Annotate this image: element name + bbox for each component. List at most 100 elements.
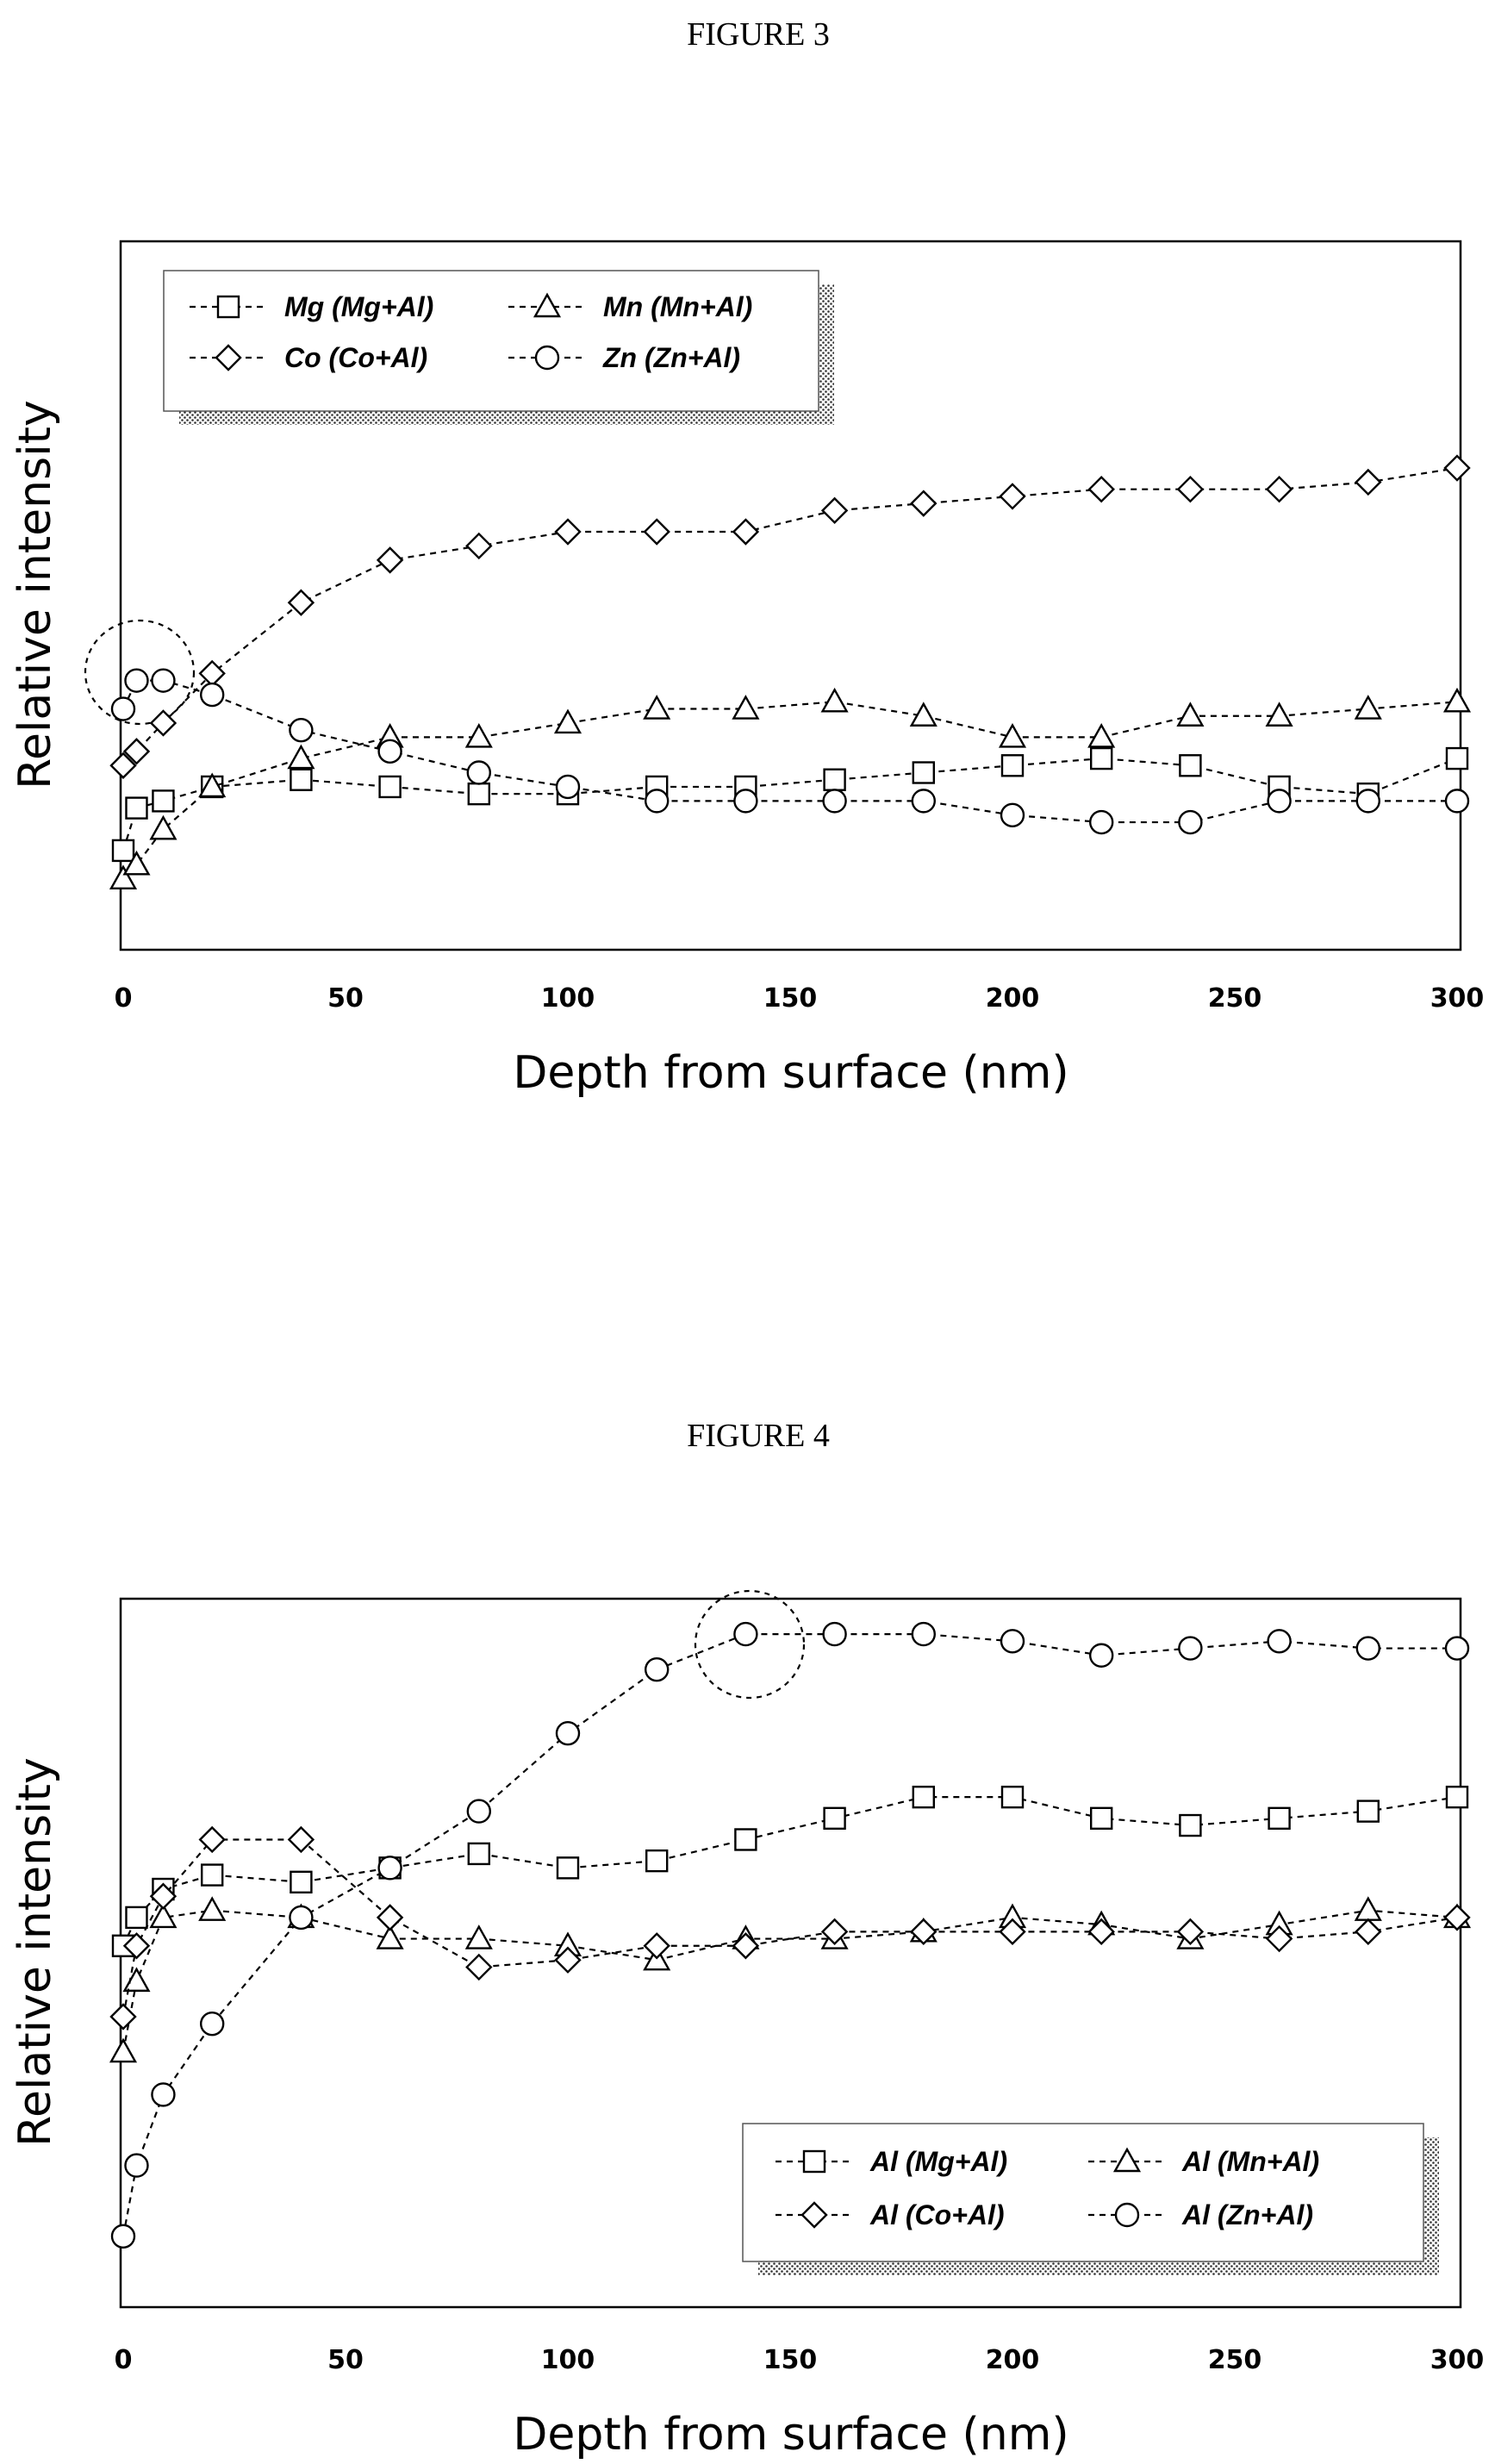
x-tick-label: 250 bbox=[1208, 983, 1262, 1014]
data-point bbox=[466, 1799, 491, 1824]
data-point bbox=[1444, 789, 1470, 814]
legend-label: Zn (Zn+Al) bbox=[602, 342, 740, 373]
x-tick-label: 150 bbox=[763, 983, 818, 1014]
legend-marker bbox=[533, 292, 562, 318]
data-point bbox=[287, 744, 315, 770]
data-point bbox=[377, 739, 402, 764]
data-point bbox=[1268, 1806, 1291, 1831]
legend-label: Co (Co+Al) bbox=[284, 342, 427, 373]
legend-label: Mg (Mg+Al) bbox=[284, 291, 433, 322]
x-axis-label: Depth from surface (nm) bbox=[513, 1047, 1068, 1099]
data-point bbox=[287, 1825, 315, 1854]
series bbox=[109, 454, 1471, 779]
legend-entry: Al (Zn+Al) bbox=[1088, 2199, 1313, 2230]
series bbox=[109, 687, 1472, 890]
x-tick-label: 200 bbox=[986, 2345, 1040, 2375]
data-point bbox=[1355, 1636, 1381, 1661]
data-point bbox=[465, 532, 493, 560]
data-point bbox=[122, 738, 151, 765]
data-point bbox=[1087, 722, 1116, 748]
data-point bbox=[200, 1863, 224, 1887]
data-point bbox=[199, 2011, 225, 2037]
series-group bbox=[109, 454, 1472, 890]
data-point bbox=[1355, 468, 1382, 496]
legend: Mg (Mg+Al) Mn (Mn+Al) Co (Co+Al) Zn (Zn+… bbox=[163, 270, 834, 425]
data-point bbox=[733, 1621, 758, 1647]
data-point bbox=[152, 789, 175, 813]
data-point bbox=[151, 668, 176, 693]
data-point bbox=[732, 695, 760, 720]
data-point bbox=[822, 789, 847, 814]
data-point bbox=[125, 796, 148, 820]
data-point bbox=[1000, 754, 1025, 777]
x-tick-label: 200 bbox=[986, 983, 1040, 1014]
data-point bbox=[376, 1904, 404, 1931]
data-point bbox=[149, 709, 178, 737]
legend-marker bbox=[216, 295, 240, 319]
data-point bbox=[645, 1849, 669, 1873]
legend-entry: Co (Co+Al) bbox=[190, 342, 427, 373]
data-point bbox=[110, 2224, 136, 2249]
data-point bbox=[124, 2153, 149, 2178]
data-point bbox=[1442, 687, 1472, 713]
data-point bbox=[1176, 476, 1205, 503]
legend-marker bbox=[1114, 2202, 1140, 2228]
data-point bbox=[555, 1720, 581, 1746]
data-point bbox=[199, 682, 225, 708]
data-point bbox=[820, 1918, 849, 1946]
data-point bbox=[911, 1621, 937, 1647]
data-point bbox=[643, 1932, 670, 1960]
data-point bbox=[911, 789, 937, 814]
data-point bbox=[465, 1953, 493, 1981]
data-point bbox=[467, 782, 490, 806]
x-tick-label: 50 bbox=[327, 2345, 364, 2375]
data-point bbox=[910, 490, 937, 517]
data-point bbox=[109, 2003, 137, 2030]
series-line bbox=[122, 701, 1458, 880]
x-tick-label: 150 bbox=[763, 2345, 818, 2375]
data-point bbox=[124, 668, 149, 693]
data-point bbox=[1354, 695, 1382, 720]
series bbox=[109, 1896, 1472, 2063]
data-point bbox=[1178, 1636, 1203, 1661]
x-tick-label: 300 bbox=[1430, 983, 1485, 1014]
legend-entry: Al (Mn+Al) bbox=[1088, 2146, 1319, 2177]
series bbox=[109, 1825, 1471, 2030]
x-tick-label: 100 bbox=[541, 2345, 595, 2375]
data-point bbox=[998, 722, 1027, 748]
x-axis-label: Depth from surface (nm) bbox=[513, 2409, 1068, 2461]
y-axis-label: Relative intensity bbox=[9, 1757, 61, 2147]
data-point bbox=[554, 518, 582, 546]
x-tick-label: 0 bbox=[115, 983, 133, 1014]
data-point bbox=[377, 1856, 402, 1881]
data-point bbox=[109, 864, 138, 890]
series-line bbox=[121, 1909, 1458, 2053]
data-point bbox=[1176, 702, 1205, 727]
data-point bbox=[912, 761, 936, 784]
data-point bbox=[149, 814, 178, 840]
legend-entry: Al (Co+Al) bbox=[776, 2199, 1005, 2230]
data-point bbox=[1179, 754, 1202, 777]
figure-4-title: FIGURE 4 bbox=[687, 1418, 830, 1454]
legend-label: Mn (Mn+Al) bbox=[603, 291, 752, 322]
data-point bbox=[645, 789, 670, 814]
legend: Al (Mg+Al) Al (Mn+Al) Al (Co+Al) Al (Zn+… bbox=[742, 2123, 1439, 2275]
legend-marker bbox=[802, 2149, 826, 2174]
legend-label: Al (Co+Al) bbox=[869, 2199, 1005, 2230]
data-point bbox=[149, 1882, 178, 1910]
data-point bbox=[823, 1806, 846, 1831]
x-tick-label: 50 bbox=[327, 983, 364, 1014]
legend-box bbox=[742, 2123, 1424, 2262]
series-line bbox=[121, 757, 1458, 851]
series-line bbox=[121, 1838, 1458, 2018]
data-point bbox=[820, 687, 849, 713]
data-point bbox=[376, 546, 404, 574]
data-point bbox=[376, 1924, 404, 1949]
data-point bbox=[645, 1656, 670, 1682]
legend-entry: Zn (Zn+Al) bbox=[508, 342, 740, 373]
data-point bbox=[912, 1785, 936, 1809]
data-point bbox=[1000, 802, 1025, 828]
x-tick-label: 300 bbox=[1430, 2345, 1485, 2375]
data-point bbox=[464, 722, 493, 748]
